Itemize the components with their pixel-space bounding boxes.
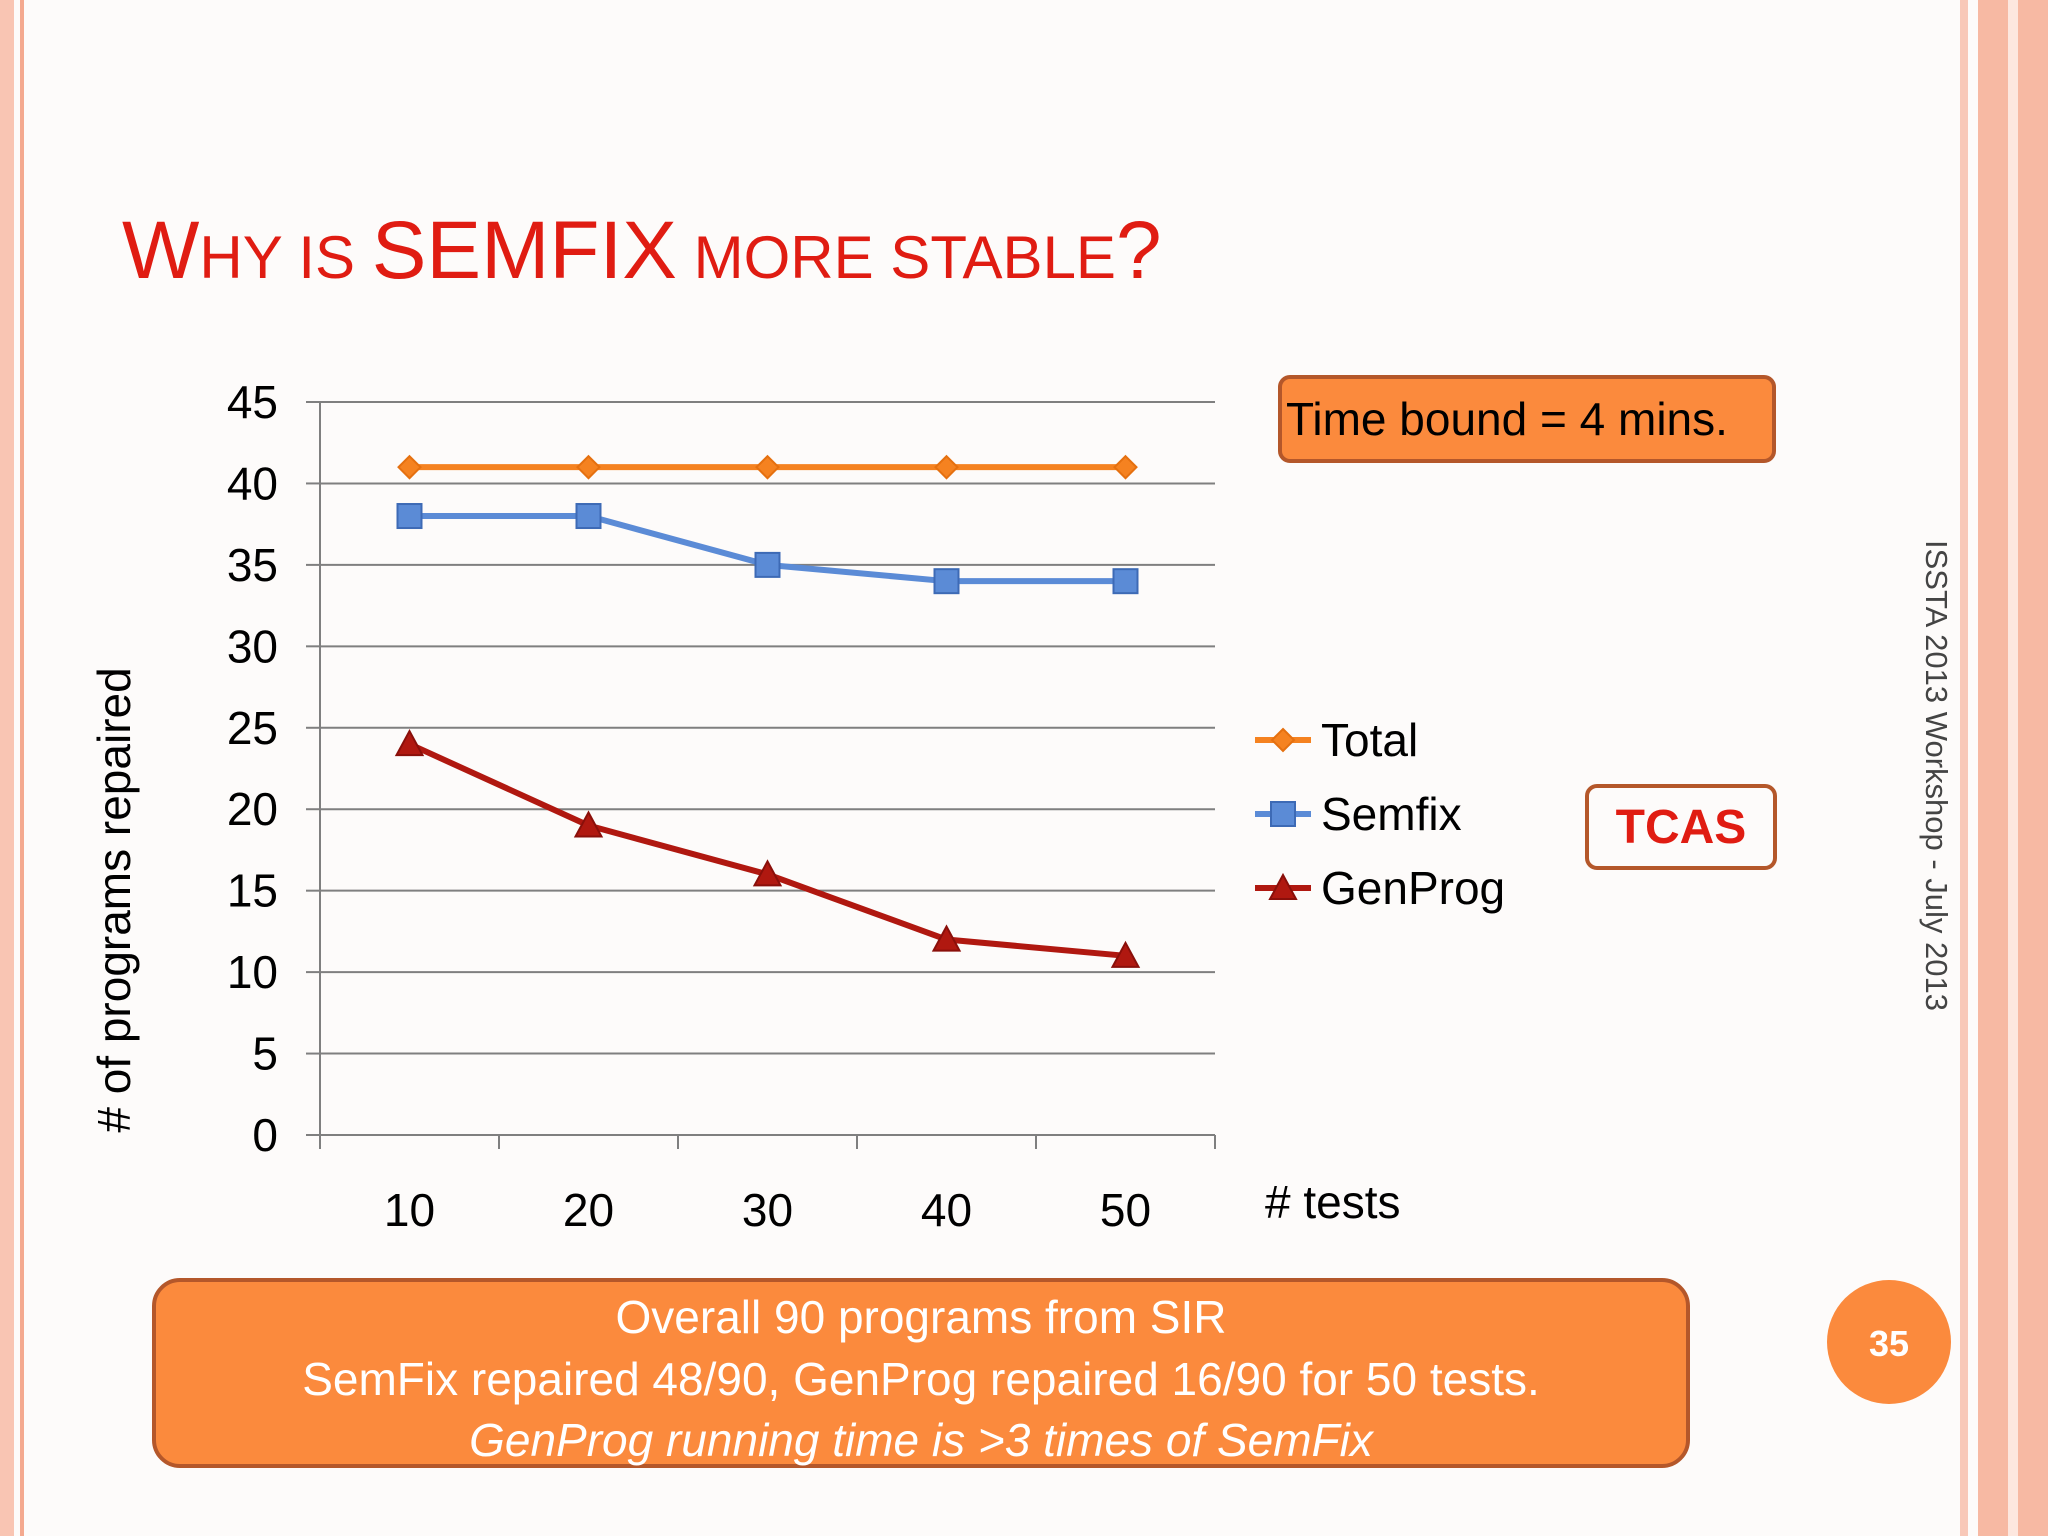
legend-label-genprog: GenProg xyxy=(1321,862,1505,914)
series-line-genprog xyxy=(408,741,1126,959)
summary-line-overall: Overall 90 programs from SIR xyxy=(615,1291,1227,1343)
point-genprog-10 xyxy=(394,728,425,757)
x-tick-label-50: 50 xyxy=(1100,1184,1151,1236)
left-border-stripe xyxy=(0,0,14,1536)
point-total-20 xyxy=(576,454,601,480)
side-footer: ISSTA 2013 Workshop - July 2013 xyxy=(1919,540,1954,1011)
y-axis-label: # of programs repaired xyxy=(88,667,140,1132)
y-tick-label-30: 30 xyxy=(227,620,278,672)
y-tick-label-15: 15 xyxy=(227,865,278,917)
point-genprog-30 xyxy=(752,859,783,887)
right-border-stripe-inner xyxy=(1960,0,1968,1536)
summary-line-repaired: SemFix repaired 48/90, GenProg repaired … xyxy=(302,1353,1540,1405)
point-semfix-40 xyxy=(933,568,960,595)
page-number-badge xyxy=(1827,1280,1951,1404)
point-total-10 xyxy=(397,454,422,480)
y-tick-label-20: 20 xyxy=(227,783,278,835)
y-tick-label-35: 35 xyxy=(227,539,278,591)
point-total-40 xyxy=(934,454,959,480)
right-border-gap xyxy=(2008,0,2018,1536)
title-question-mark: ? xyxy=(1115,205,1162,296)
point-genprog-40 xyxy=(931,924,962,952)
point-semfix-10 xyxy=(396,503,423,530)
y-tick-label-5: 5 xyxy=(252,1028,278,1080)
point-total-50 xyxy=(1113,454,1138,480)
tcas-box xyxy=(1585,784,1777,870)
point-semfix-50 xyxy=(1112,568,1139,595)
x-axis-label: # tests xyxy=(1265,1176,1401,1228)
point-semfix-30 xyxy=(754,551,781,578)
point-semfix-20 xyxy=(575,503,602,530)
point-genprog-20 xyxy=(573,810,604,838)
title-w: W xyxy=(122,205,200,296)
title-more-stable: MORE STABLE xyxy=(676,224,1116,291)
y-tick-label-0: 0 xyxy=(252,1109,278,1161)
summary-box xyxy=(152,1278,1690,1468)
legend-marker-genprog xyxy=(1268,872,1298,901)
page-number: 35 xyxy=(1868,1323,1910,1364)
y-tick-label-45: 45 xyxy=(227,376,278,428)
summary-line-running-time: GenProg running time is >3 times of SemF… xyxy=(469,1414,1373,1466)
legend-marker-semfix xyxy=(1270,801,1296,827)
x-tick-label-40: 40 xyxy=(921,1184,972,1236)
time-bound-note: Time bound = 4 mins. xyxy=(1286,393,1728,445)
title-semfix: SEMFIX xyxy=(371,205,677,296)
time-bound-box xyxy=(1278,375,1776,463)
x-tick-label-20: 20 xyxy=(563,1184,614,1236)
x-tick-label-30: 30 xyxy=(742,1184,793,1236)
point-total-30 xyxy=(755,454,780,480)
legend-label-semfix: Semfix xyxy=(1321,788,1462,840)
left-border-line xyxy=(20,0,24,1536)
x-tick-label-10: 10 xyxy=(384,1184,435,1236)
y-tick-label-40: 40 xyxy=(227,457,278,509)
right-border-stripe xyxy=(1978,0,2008,1536)
y-tick-label-25: 25 xyxy=(227,702,278,754)
point-genprog-50 xyxy=(1110,940,1141,968)
legend-label-total: Total xyxy=(1321,714,1418,766)
y-tick-label-10: 10 xyxy=(227,946,278,998)
title-hy-is: HY IS xyxy=(199,224,372,291)
legend-marker-total xyxy=(1270,727,1296,753)
tcas-label: TCAS xyxy=(1615,801,1747,854)
slide-title: WHY IS SEMFIX MORE STABLE? xyxy=(122,210,1162,292)
right-border-stripe-outer xyxy=(2018,0,2048,1536)
